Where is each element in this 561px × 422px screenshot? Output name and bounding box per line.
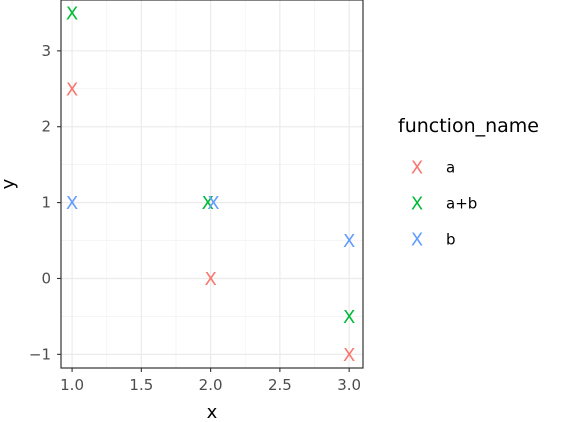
x-axis-title: x bbox=[207, 402, 218, 422]
legend-key-b: X bbox=[411, 230, 423, 251]
data-point-b: X bbox=[207, 193, 219, 214]
data-point-a-b: X bbox=[343, 307, 355, 328]
y-tick-label: 1 bbox=[41, 194, 51, 212]
legend-label-b: b bbox=[446, 231, 456, 249]
data-point-a: X bbox=[66, 79, 78, 100]
y-axis-title: y bbox=[0, 178, 19, 189]
y-tick-label: −1 bbox=[29, 345, 51, 363]
x-axis-ticks: 1.0 1.5 2.0 2.5 3.0 bbox=[60, 368, 361, 394]
legend-title: function_name bbox=[398, 115, 539, 137]
data-point-b: X bbox=[343, 231, 355, 252]
legend-label-a: a bbox=[446, 159, 455, 177]
minor-gridlines bbox=[61, 0, 363, 368]
data-point-a: X bbox=[343, 345, 355, 366]
major-gridlines bbox=[61, 0, 363, 368]
y-tick-label: 3 bbox=[41, 42, 51, 60]
data-point-a-b: X bbox=[202, 193, 214, 214]
legend-key-a-b: X bbox=[411, 194, 423, 215]
y-tick-label: 0 bbox=[41, 269, 51, 287]
x-tick-label: 2.5 bbox=[268, 376, 292, 394]
data-point-b: X bbox=[66, 193, 78, 214]
x-tick-label: 3.0 bbox=[337, 376, 361, 394]
data-point-a-b: X bbox=[66, 3, 78, 24]
x-tick-label: 1.5 bbox=[129, 376, 153, 394]
x-tick-label: 1.0 bbox=[60, 376, 84, 394]
plot-panel-background bbox=[61, 0, 363, 368]
data-point-a: X bbox=[204, 269, 216, 290]
y-axis-ticks: −1 0 1 2 3 bbox=[29, 42, 61, 363]
plot-panel-border bbox=[60, 0, 364, 369]
legend-key-a: X bbox=[411, 158, 423, 179]
legend-label-a-b: a+b bbox=[446, 195, 477, 213]
y-tick-label: 2 bbox=[41, 118, 51, 136]
x-tick-label: 2.0 bbox=[199, 376, 223, 394]
